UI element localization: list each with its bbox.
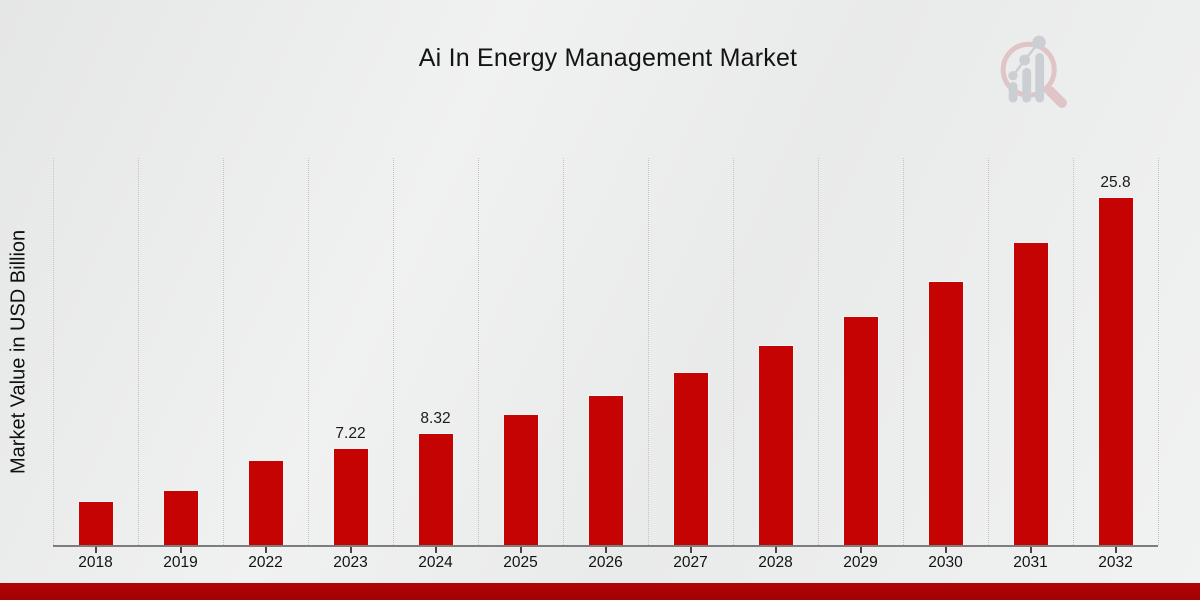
x-tick-label-2022: 2022 [248,554,283,571]
bar-2028 [757,345,794,545]
bar-value-label-2032: 25.8 [1100,174,1131,191]
plot-area: 7.22 8.32 25.8 [53,158,1159,547]
x-tick-label-2026: 2026 [588,554,623,571]
bar-2025 [502,414,539,545]
gridline [393,158,394,545]
x-tick [944,547,947,553]
logo-dot-medium [1019,54,1031,66]
bar-2024 [417,433,454,545]
bar-value-label-2024: 8.32 [420,410,451,427]
x-tick-label-2032: 2032 [1098,554,1133,571]
bar-2022 [247,460,284,545]
x-tick-label-2030: 2030 [928,554,963,571]
x-tick [689,547,692,553]
gridline [1158,158,1159,545]
x-tick [774,547,777,553]
chart-title: Ai In Energy Management Market [418,44,798,72]
y-axis-title: Market Value in USD Billion [7,229,30,474]
gridline [223,158,224,545]
x-tick [179,547,182,553]
gridline [648,158,649,545]
bar-2019 [162,490,199,545]
magnifier-growth-chart-logo-icon [983,25,1093,120]
logo-bar-large [1035,53,1045,103]
x-tick [1114,547,1117,553]
gridline [733,158,734,545]
x-tick [1029,547,1032,553]
bar-2029 [842,316,879,545]
gridline [478,158,479,545]
x-tick-label-2018: 2018 [78,554,113,571]
x-tick-label-2027: 2027 [673,554,708,571]
bar-2031 [1012,242,1049,545]
logo-dot-large [1032,35,1046,49]
bar-2027 [672,372,709,545]
gridline [138,158,139,545]
x-tick [519,547,522,553]
x-tick [434,547,437,553]
bar-2023 [332,448,369,545]
x-tick-label-2029: 2029 [843,554,878,571]
x-tick-label-2028: 2028 [758,554,793,571]
x-tick [94,547,97,553]
gridline [1073,158,1074,545]
bar-value-label-2023: 7.22 [335,425,366,442]
x-tick [859,547,862,553]
footer-banner [0,583,1200,600]
gridline [308,158,309,545]
x-tick-label-2023: 2023 [333,554,368,571]
bar-2030 [927,281,964,545]
x-tick-label-2019: 2019 [163,554,198,571]
gridline [988,158,989,545]
gridline [563,158,564,545]
x-tick [604,547,607,553]
x-axis: 2018 2019 2022 2023 2024 2025 2026 2027 2028 2029… [53,547,1158,577]
logo-dot-small [1008,71,1018,81]
x-tick [349,547,352,553]
bar-2018 [77,501,114,545]
logo-bar-medium [1022,68,1032,103]
gridline [903,158,904,545]
gridline [53,158,54,545]
x-tick-label-2024: 2024 [418,554,453,571]
x-tick-label-2025: 2025 [503,554,538,571]
gridline [818,158,819,545]
x-tick [264,547,267,553]
bar-2026 [587,395,624,545]
bar-2032 [1097,197,1134,545]
x-tick-label-2031: 2031 [1013,554,1048,571]
logo-bar-small [1008,82,1018,103]
magnifier-handle [1045,86,1067,108]
